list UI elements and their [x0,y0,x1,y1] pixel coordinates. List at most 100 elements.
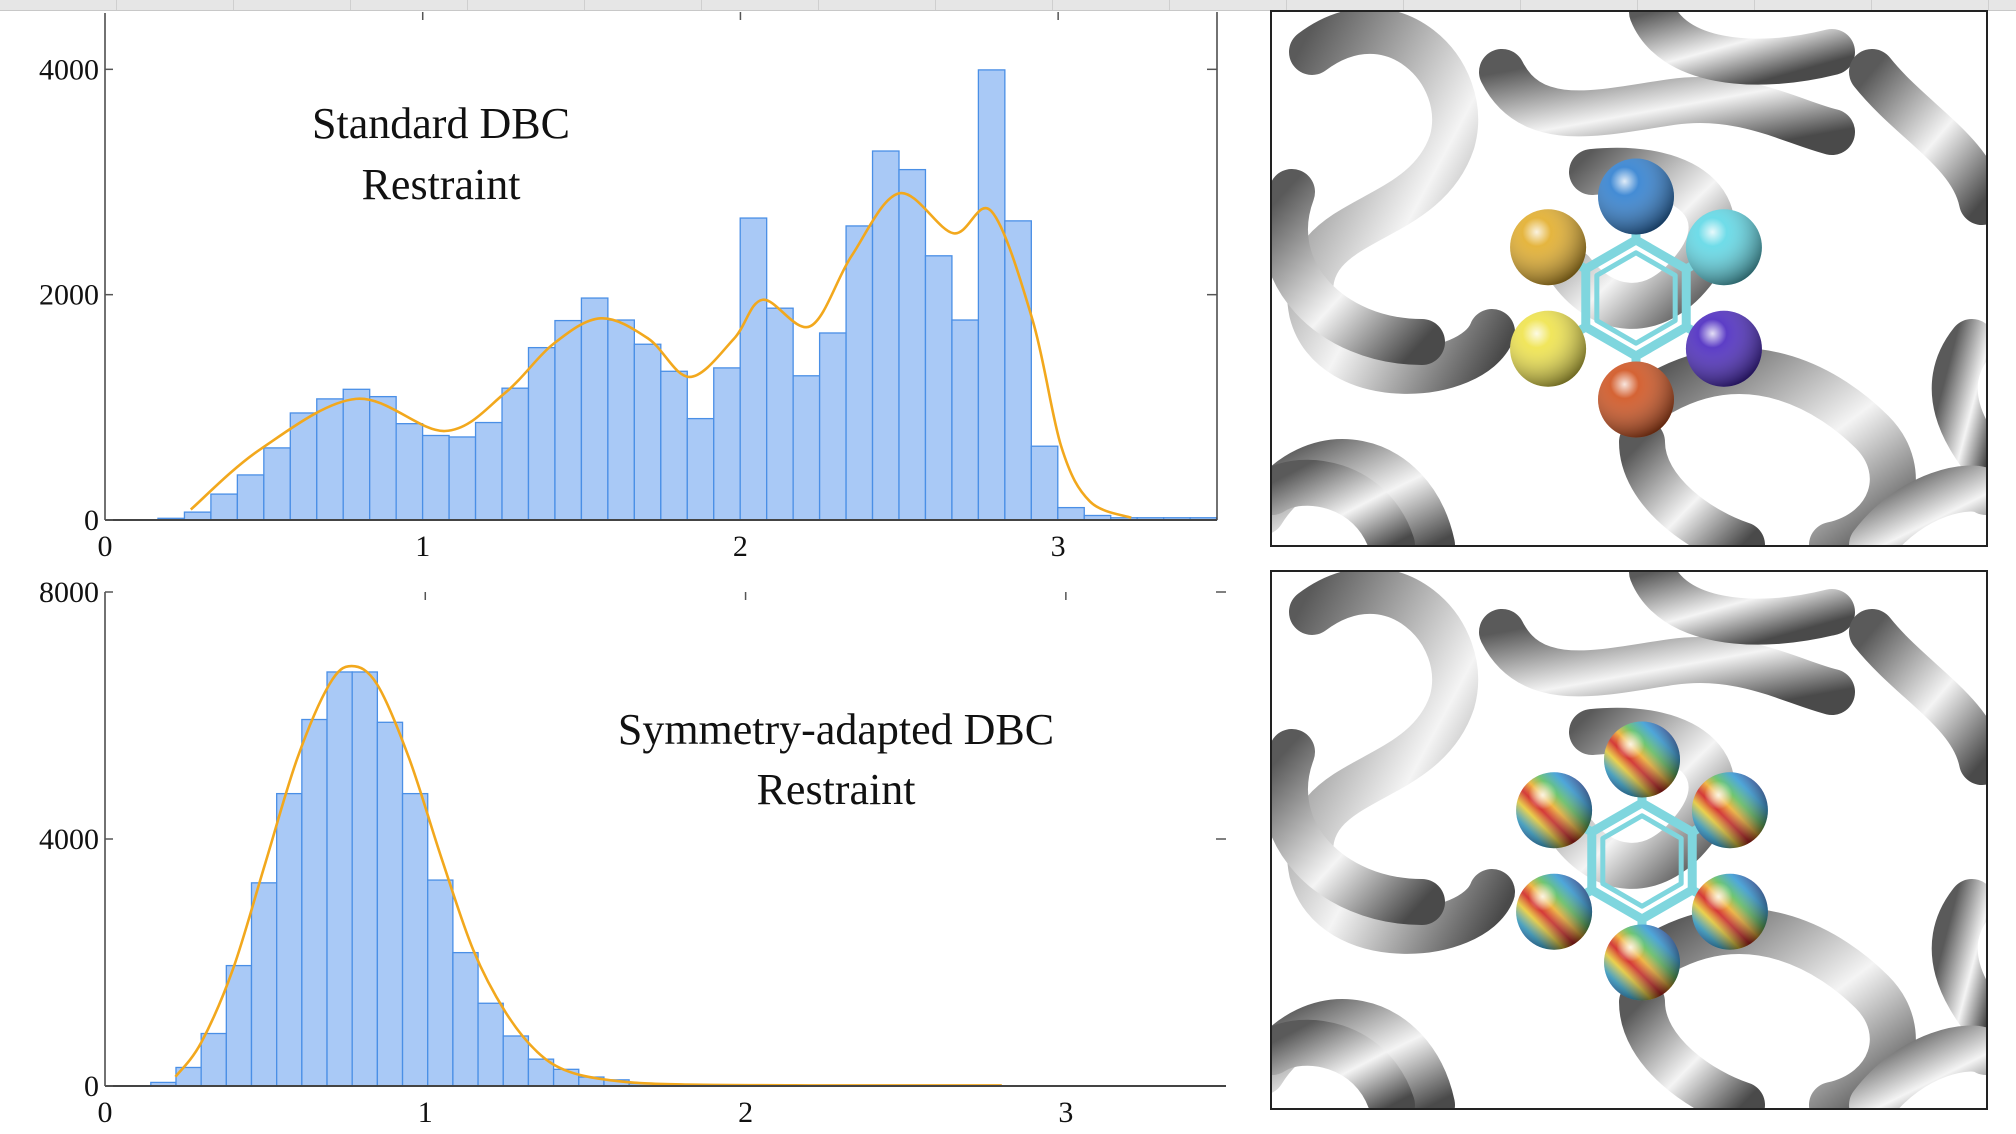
x-tick-label: 0 [98,1096,113,1129]
sphere-shading [1510,209,1587,286]
histogram-bar [527,1058,555,1087]
histogram-bar [977,69,1006,521]
x-tick-label: 3 [1051,530,1066,560]
molecular-render-symmetry-adapted [1270,570,1988,1110]
histogram-bar [452,951,479,1087]
sphere-shading [1691,873,1768,950]
histogram-bar [898,168,927,521]
sphere-shading [1510,310,1587,387]
helix-ribbon [1272,1019,1415,1108]
histogram-bar [316,398,344,521]
density-curve [174,664,1002,1087]
helix-ribbon [1619,979,1765,1108]
histogram-bar [401,792,429,1087]
histogram-bar [376,721,404,1087]
histogram-bar [527,346,556,521]
protein-image [1272,572,1986,1108]
y-tick-label: 0 [84,504,99,537]
ring-double-bonds [1600,813,1684,909]
chart-title-line1: Standard DBC [312,99,570,148]
histogram-bar [474,421,503,521]
density-curve [189,191,1132,519]
sphere-shading [1598,361,1674,438]
helix-ribbon [1931,879,1986,1045]
histogram-bar [448,436,477,521]
helix-ribbon [1849,465,1986,545]
chart-title-line2: Restraint [757,765,916,814]
bars [157,69,1218,521]
helix-ribbon [1272,459,1415,545]
histogram-bar [200,1032,227,1087]
histogram-bar [225,964,253,1087]
sphere-shading [1685,310,1762,387]
bars [150,671,706,1087]
helix-ribbon [1619,419,1765,545]
histogram-bar [263,447,291,521]
histogram-bar [766,307,794,521]
x-tick-label: 2 [738,1096,753,1129]
histogram-bar [342,388,371,521]
histogram-bar [326,671,353,1087]
histogram-bar [660,370,688,521]
histogram-bar [845,225,874,521]
histogram-standard-dbc: 0 1 2 3 0 2000 4000 Standard DBC Restraint [39,12,1218,560]
histogram-bar [1057,506,1085,521]
sphere-shading [1516,772,1593,849]
histogram-bar [739,217,768,521]
histogram-bar [792,375,821,521]
histogram-bar [871,150,900,521]
histogram-symmetry-adapted-dbc: 0 1 2 3 0 4000 8000 Symmetry-adapted DBC Restrai… [39,576,1226,1129]
histogram-bar [1004,220,1032,521]
x-tick-label: 2 [733,530,748,560]
histogram-bar [421,434,450,521]
y-tick-label: 4000 [39,823,99,856]
histogram-bar [250,882,278,1087]
histogram-bar [502,1035,530,1087]
y-tick-label: 4000 [39,53,99,86]
sphere-shading [1604,721,1680,798]
helix-ribbon [1287,572,1515,954]
x-tick-label: 1 [415,530,430,560]
y-tick-label: 0 [84,1070,99,1103]
sphere-shading [1691,772,1768,849]
histogram-bar [276,792,303,1087]
histogram-bar [501,387,530,521]
histogram-bar [477,1002,504,1087]
helix-ribbon [1931,319,1986,485]
histogram-bar [1030,445,1059,521]
spreadsheet-header-strip [0,0,2016,11]
sphere-shading [1598,158,1674,235]
histogram-bar [554,319,583,521]
histogram-bar [183,511,212,521]
helix-ribbon [1629,572,1855,645]
protein-ribbons [1272,12,1986,545]
helix-ribbon [1479,609,1855,715]
helix-ribbon [1849,49,1986,225]
x-tick-label: 0 [98,530,113,560]
histogram-bar [924,255,953,521]
y-tick-label: 2000 [39,279,99,312]
x-tick-label: 3 [1058,1096,1073,1129]
histogram-bar [951,319,980,521]
ring-double-bonds [1594,250,1678,346]
histogram-bar [395,423,424,521]
histogram-bar [713,367,741,521]
helix-ribbon [1629,12,1855,85]
helix-ribbon [1849,1025,1986,1108]
sphere-shading [1604,924,1680,1001]
protein-image [1272,12,1986,545]
histogram-bar [686,417,715,521]
histogram-bar [301,718,328,1087]
histogram-bar [289,412,318,521]
histogram-bar [210,493,239,521]
histogram-bar [607,319,635,521]
chart-title-line2: Restraint [362,160,521,209]
protein-ribbons [1272,572,1986,1108]
x-tick-label: 1 [418,1096,433,1129]
y-tick-label: 8000 [39,576,99,609]
helix-ribbon [1272,169,1445,365]
helix-ribbon [1479,49,1855,155]
histogram-bar [580,297,609,521]
histogram-bar [818,332,847,521]
sphere-shading [1685,209,1762,286]
